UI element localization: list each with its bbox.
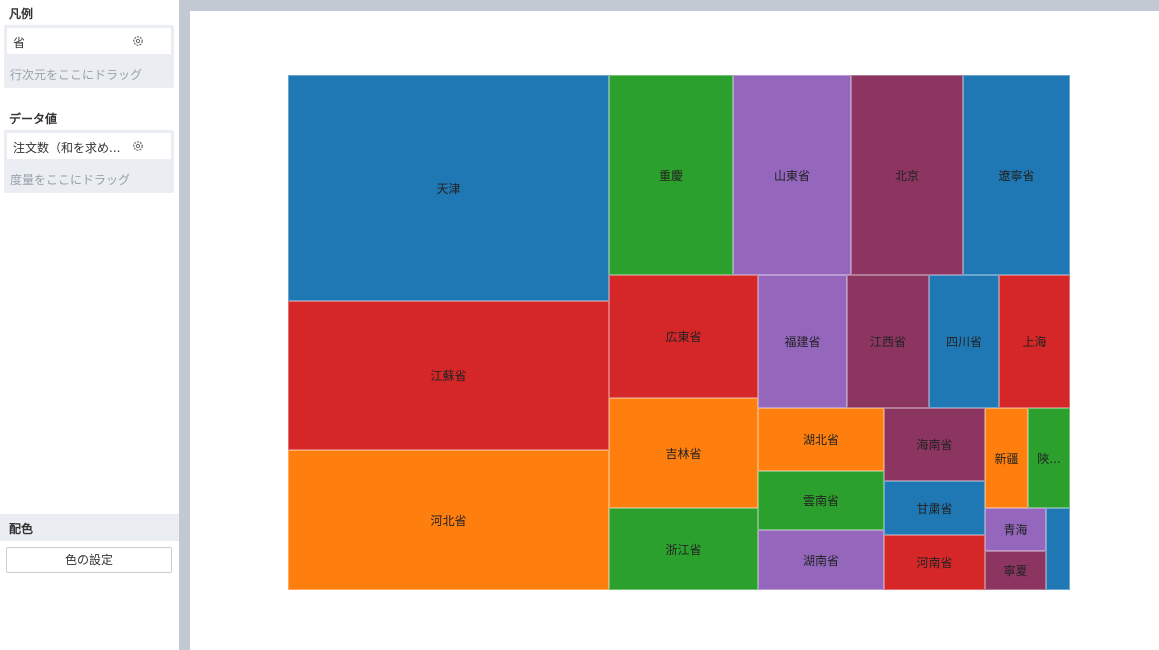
panel-splitter[interactable]: [179, 0, 190, 650]
treemap-tile-label: 吉林省: [665, 446, 702, 461]
treemap-tile[interactable]: 四川省: [929, 275, 999, 408]
treemap-tile[interactable]: 河北省: [288, 450, 609, 590]
treemap-tile[interactable]: 雲南省: [758, 471, 884, 530]
treemap-tile[interactable]: 広東省: [609, 275, 758, 398]
treemap-chart: 天津江蘇省河北省 重慶 山東省 北京 遼寧省広東省 福建省 江西省 四川省 上海吉林省浙江省 湖北…: [288, 75, 1070, 590]
gear-icon[interactable]: [132, 140, 144, 152]
value-field-label: 注文数（和を求め...: [13, 141, 121, 155]
treemap-tile[interactable]: 江西省: [847, 275, 929, 408]
treemap-tile-label: 湖南省: [802, 553, 839, 568]
treemap-tile[interactable]: 吉林省: [609, 398, 758, 508]
treemap-tile-label: 江西省: [869, 335, 906, 349]
treemap-tile-label: 広東省: [665, 330, 702, 344]
gear-icon[interactable]: [132, 35, 144, 47]
color-section-title: 配色: [9, 522, 34, 536]
legend-field-pill[interactable]: 省: [7, 28, 171, 54]
treemap-tile[interactable]: 上海: [999, 275, 1070, 408]
treemap-tile-label: 甘粛省: [916, 501, 953, 516]
treemap-tile[interactable]: 河南省: [884, 535, 985, 590]
treemap-tile-label: 江蘇省: [430, 369, 467, 383]
treemap-tile[interactable]: 重慶: [609, 75, 733, 275]
treemap-tile[interactable]: 福建省: [758, 275, 847, 408]
top-bar: [190, 0, 1159, 11]
treemap-tile[interactable]: [1046, 508, 1070, 590]
legend-drop-hint: 行次元をここにドラッグ: [10, 68, 143, 82]
treemap-tile[interactable]: 北京: [851, 75, 963, 275]
treemap-tile[interactable]: 湖南省: [758, 530, 884, 590]
treemap-tile-label: 浙江省: [665, 542, 702, 557]
value-field-pill[interactable]: 注文数（和を求め...: [7, 133, 171, 159]
treemap-tile-label: 河北省: [430, 513, 467, 528]
treemap-tile[interactable]: 海南省: [884, 408, 985, 481]
treemap-tile-label: 上海: [1022, 335, 1047, 349]
treemap-tile[interactable]: 青海: [985, 508, 1046, 551]
value-section-title: データ値: [9, 112, 58, 126]
treemap-tile-label: 寧夏: [1003, 564, 1028, 578]
treemap-tile[interactable]: 寧夏: [985, 551, 1046, 590]
treemap-tile[interactable]: 湖北省: [758, 408, 884, 471]
value-drop-zone[interactable]: 注文数（和を求め... 度量をここにドラッグ: [4, 130, 174, 193]
treemap-tile-label: 河南省: [916, 556, 953, 570]
treemap-tile[interactable]: 遼寧省: [963, 75, 1070, 275]
color-section-header: 配色: [0, 514, 179, 541]
treemap-tile-label: 北京: [894, 168, 919, 183]
treemap-tile-label: 青海: [1003, 523, 1028, 537]
treemap-tile-label: 海南省: [916, 438, 953, 452]
treemap-tile-label: 雲南省: [802, 494, 839, 508]
treemap-tile[interactable]: 山東省: [733, 75, 851, 275]
value-drop-hint: 度量をここにドラッグ: [10, 173, 131, 187]
color-settings-button[interactable]: 色の設定: [6, 547, 172, 573]
treemap-tile-label: 新疆: [994, 451, 1019, 466]
treemap-tile[interactable]: 陝...: [1028, 408, 1070, 508]
treemap-tile[interactable]: 甘粛省: [884, 481, 985, 535]
treemap-tile-label: 山東省: [773, 168, 810, 183]
treemap-tile-label: 重慶: [658, 168, 683, 183]
treemap-tile-label: 四川省: [945, 335, 982, 349]
legend-field-label: 省: [13, 36, 26, 50]
treemap-tile[interactable]: 新疆: [985, 408, 1028, 508]
config-panel: 凡例 省 行次元をここにドラッグ データ値 注文数（和を求め... 度量をここに…: [0, 0, 179, 650]
treemap-tile-label: 陝...: [1037, 451, 1061, 466]
legend-drop-zone[interactable]: 省 行次元をここにドラッグ: [4, 25, 174, 88]
legend-section-title: 凡例: [9, 7, 34, 21]
treemap-tile-label: 天津: [436, 181, 461, 196]
treemap-tile-label: 湖北省: [802, 433, 839, 447]
treemap-tile-label: 福建省: [784, 335, 821, 349]
treemap-tile[interactable]: 江蘇省: [288, 301, 609, 450]
treemap-tile-label: 遼寧省: [998, 168, 1035, 183]
treemap-tile[interactable]: 天津: [288, 75, 609, 301]
treemap-tile[interactable]: 浙江省: [609, 508, 758, 590]
